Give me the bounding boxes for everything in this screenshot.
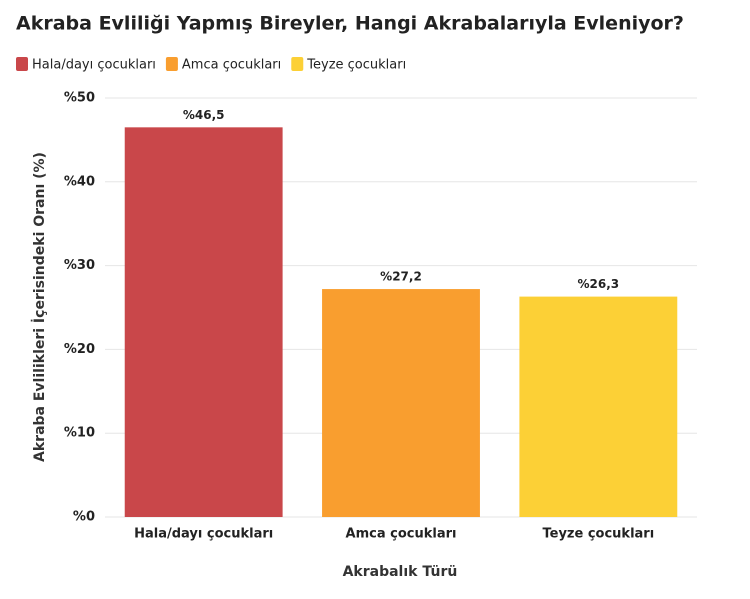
bar — [124, 127, 283, 517]
y-tick-label: %10 — [64, 426, 95, 441]
bar — [322, 289, 480, 517]
x-tick-label: Hala/dayı çocukları — [134, 527, 273, 542]
value-label: %46,5 — [183, 108, 225, 122]
value-label: %27,2 — [380, 270, 422, 284]
y-tick-label: %40 — [64, 174, 95, 189]
y-tick-label: %30 — [64, 258, 95, 273]
value-label: %26,3 — [578, 277, 620, 291]
legend-swatch — [16, 57, 28, 71]
legend-swatch — [165, 57, 178, 71]
x-tick-label: Amca çocukları — [346, 527, 457, 542]
legend-label: Teyze çocukları — [306, 58, 406, 73]
legend-swatch — [291, 57, 304, 71]
y-tick-label: %0 — [73, 510, 95, 525]
x-axis-title: Akrabalık Türü — [343, 564, 458, 580]
y-axis-title: Akraba Evlilikleri İçerisindeki Oranı (%… — [31, 152, 48, 462]
y-tick-label: %20 — [64, 342, 95, 357]
bar — [519, 296, 678, 517]
chart-title: Akraba Evliliği Yapmış Bireyler, Hangi A… — [16, 13, 684, 35]
y-tick-label: %50 — [64, 91, 95, 106]
legend-label: Amca çocukları — [182, 58, 281, 73]
x-tick-label: Teyze çocukları — [542, 527, 654, 542]
legend-label: Hala/dayı çocukları — [32, 58, 156, 73]
